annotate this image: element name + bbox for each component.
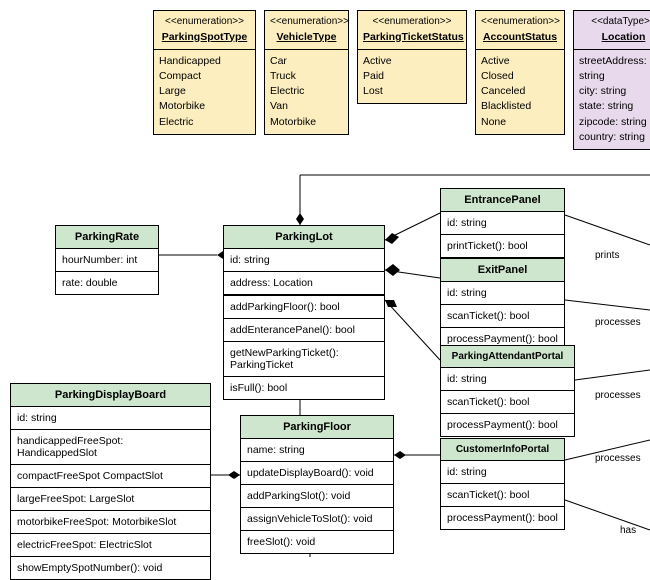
class-title: ParkingFloor xyxy=(241,416,393,439)
enum-title: VehicleType xyxy=(270,30,343,45)
enum-accountstatus: <<enumeration>> AccountStatus Active Clo… xyxy=(475,10,565,135)
stereotype: <<enumeration>> xyxy=(270,15,343,30)
class-entrancepanel: EntrancePanel id: string printTicket(): … xyxy=(440,188,565,258)
enum-title: AccountStatus xyxy=(481,30,559,45)
datatype-title: Location xyxy=(579,30,650,45)
class-title: EntrancePanel xyxy=(441,189,564,212)
label-processes: processes xyxy=(595,453,641,464)
enum-vehicletype: <<enumeration>> VehicleType Car Truck El… xyxy=(264,10,349,135)
class-title: ExitPanel xyxy=(441,259,564,282)
class-parkingdisplayboard: ParkingDisplayBoard id: string handicapp… xyxy=(10,383,211,580)
class-title: ParkingLot xyxy=(224,226,384,249)
class-title: ParkingAttendantPortal xyxy=(441,346,574,368)
enum-parkingticketstatus: <<enumeration>> ParkingTicketStatus Acti… xyxy=(357,10,467,104)
enum-title: ParkingSpotType xyxy=(159,30,250,45)
label-processes: processes xyxy=(595,317,641,328)
stereotype: <<dataType>> xyxy=(579,15,650,30)
datatype-location: <<dataType>> Location streetAddress: str… xyxy=(573,10,650,150)
class-title: ParkingDisplayBoard xyxy=(11,384,210,407)
label-prints: prints xyxy=(595,250,619,261)
class-parkinglot: ParkingLot id: string address: Location … xyxy=(223,225,385,400)
class-parkingrate: ParkingRate hourNumber: int rate: double xyxy=(55,225,159,295)
enum-title: ParkingTicketStatus xyxy=(363,30,461,45)
enum-items: Handicapped Compact Large Motorbike Elec… xyxy=(154,50,255,134)
class-parkingattendantportal: ParkingAttendantPortal id: string scanTi… xyxy=(440,345,575,437)
enum-items: Active Paid Lost xyxy=(358,50,466,104)
stereotype: <<enumeration>> xyxy=(481,15,559,30)
enum-items: Active Closed Canceled Blacklisted None xyxy=(476,50,564,134)
class-title: ParkingRate xyxy=(56,226,158,249)
class-exitpanel: ExitPanel id: string scanTicket(): bool … xyxy=(440,258,565,351)
class-title: CustomerInfoPortal xyxy=(441,439,564,461)
class-customerinfoportal: CustomerInfoPortal id: string scanTicket… xyxy=(440,438,565,530)
label-has: has xyxy=(620,525,636,536)
stereotype: <<enumeration>> xyxy=(363,15,461,30)
class-parkingfloor: ParkingFloor name: string updateDisplayB… xyxy=(240,415,394,554)
enum-items: Car Truck Electric Van Motorbike xyxy=(265,50,348,134)
stereotype: <<enumeration>> xyxy=(159,15,250,30)
enum-parkingspottype: <<enumeration>> ParkingSpotType Handicap… xyxy=(153,10,256,135)
label-processes: processes xyxy=(595,390,641,401)
datatype-items: streetAddress: string city: string state… xyxy=(574,50,650,149)
